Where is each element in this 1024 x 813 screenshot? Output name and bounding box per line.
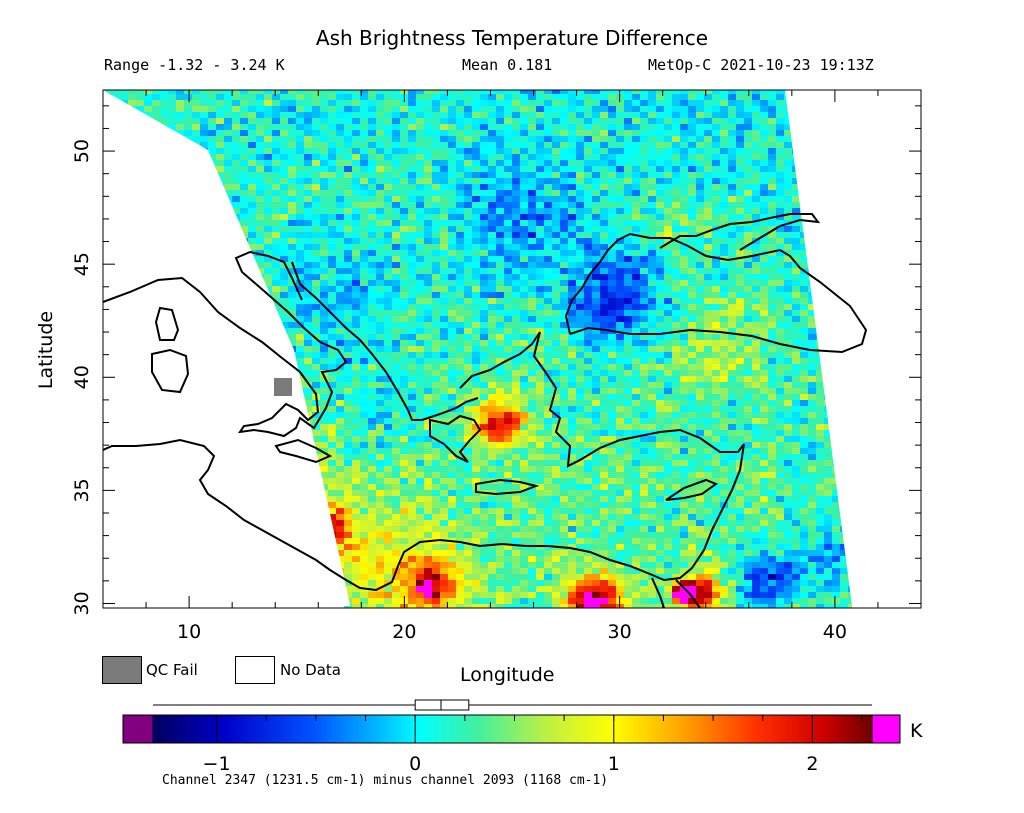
swath-data-layer (103, 90, 921, 608)
x-tick-label: 20 (392, 621, 416, 643)
x-tick-label: 30 (608, 621, 632, 643)
y-tick-label: 40 (71, 365, 93, 389)
mean-readout: Mean 0.181 (462, 56, 553, 74)
y-axis-label: Latitude (35, 310, 57, 390)
colorbar-overflow (871, 714, 901, 744)
coastline-layer (103, 213, 868, 608)
colorbar-tick-label: 0 (409, 753, 421, 775)
y-tick-label: 50 (71, 139, 93, 163)
channel-footnote: Channel 2347 (1231.5 cm-1) minus channel… (162, 773, 609, 788)
y-tick-label: 45 (71, 252, 93, 276)
boxplot-box (414, 699, 470, 711)
colorbar: −1 0 1 2 (122, 699, 901, 775)
colorbar-gradient (153, 715, 872, 743)
no-data-label: No Data (280, 661, 341, 679)
chart-title: Ash Brightness Temperature Difference (315, 26, 709, 50)
colorbar-tick-label: 1 (608, 753, 620, 775)
plot-frame (102, 89, 922, 609)
x-tick-label: 40 (823, 621, 847, 643)
colorbar-tick-label: 2 (806, 753, 818, 775)
qc-fail-swatch (102, 656, 142, 684)
colorbar-underflow (122, 714, 154, 744)
qc-fail-label: QC Fail (146, 661, 198, 679)
y-tick-label: 30 (71, 591, 93, 615)
satellite-timestamp: MetOp-C 2021-10-23 19:13Z (648, 56, 874, 74)
y-tick-label: 35 (71, 478, 93, 502)
range-readout: Range -1.32 - 3.24 K (104, 56, 285, 74)
map-axes: 10 20 30 40 30 35 40 45 50 (71, 90, 922, 643)
colorbar-unit: K (910, 720, 923, 742)
x-axis-label: Longitude (460, 664, 555, 686)
x-tick-label: 10 (177, 621, 201, 643)
colorbar-tick-label: −1 (203, 753, 231, 775)
no-data-swatch (235, 656, 275, 684)
